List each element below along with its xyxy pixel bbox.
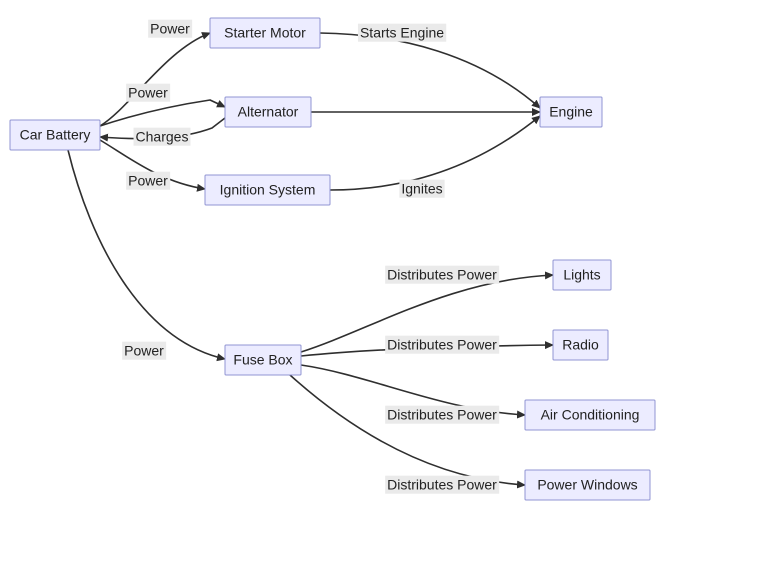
edge-label-battery-alternator: Power	[126, 84, 170, 102]
edge-label-text: Power	[128, 173, 168, 189]
node-starter: Starter Motor	[210, 18, 320, 48]
edge-label-text: Power	[124, 343, 164, 359]
node-label: Radio	[562, 337, 599, 353]
edge-label-text: Power	[128, 85, 168, 101]
edge-label-text: Starts Engine	[360, 25, 444, 41]
node-label: Lights	[563, 267, 600, 283]
node-label: Engine	[549, 104, 593, 120]
node-label: Car Battery	[20, 127, 91, 143]
edge-label-fusebox-windows: Distributes Power	[385, 476, 499, 494]
edge-label-ignition-engine: Ignites	[399, 180, 444, 198]
node-label: Fuse Box	[233, 352, 292, 368]
node-ac: Air Conditioning	[525, 400, 655, 430]
edge-battery-starter	[100, 33, 210, 126]
edge-label-text: Distributes Power	[387, 267, 497, 283]
edge-label-text: Distributes Power	[387, 407, 497, 423]
node-engine: Engine	[540, 97, 602, 127]
edge-label-text: Distributes Power	[387, 337, 497, 353]
node-alternator: Alternator	[225, 97, 311, 127]
node-radio: Radio	[553, 330, 608, 360]
node-lights: Lights	[553, 260, 611, 290]
edge-label-alternator-battery: Charges	[134, 128, 191, 146]
node-label: Power Windows	[537, 477, 637, 493]
edge-label-fusebox-lights: Distributes Power	[385, 266, 499, 284]
edge-labels-layer: Power Power Charges Power Power Starts Engine…	[122, 20, 499, 494]
diagram-canvas: Power Power Charges Power Power Starts Engine…	[0, 0, 780, 571]
node-fusebox: Fuse Box	[225, 345, 301, 375]
node-label: Alternator	[238, 104, 299, 120]
edge-label-text: Charges	[136, 129, 189, 145]
node-battery: Car Battery	[10, 120, 100, 150]
edge-battery-alternator	[100, 100, 225, 126]
node-windows: Power Windows	[525, 470, 650, 500]
edge-label-fusebox-radio: Distributes Power	[385, 336, 499, 354]
edge-ignition-engine	[330, 116, 540, 190]
edge-label-battery-starter: Power	[148, 20, 192, 38]
edge-label-text: Power	[150, 21, 190, 37]
node-label: Ignition System	[220, 182, 316, 198]
node-label: Air Conditioning	[541, 407, 640, 423]
edge-label-battery-fusebox: Power	[122, 342, 166, 360]
edge-label-text: Ignites	[401, 181, 442, 197]
edge-starter-engine	[320, 33, 540, 108]
node-label: Starter Motor	[224, 25, 306, 41]
edge-label-battery-ignition: Power	[126, 172, 170, 190]
edge-label-starter-engine: Starts Engine	[358, 24, 446, 42]
edge-label-text: Distributes Power	[387, 477, 497, 493]
nodes-layer: Car Battery Starter Motor Alternator Igniti…	[10, 18, 655, 500]
edge-label-fusebox-ac: Distributes Power	[385, 406, 499, 424]
node-ignition: Ignition System	[205, 175, 330, 205]
